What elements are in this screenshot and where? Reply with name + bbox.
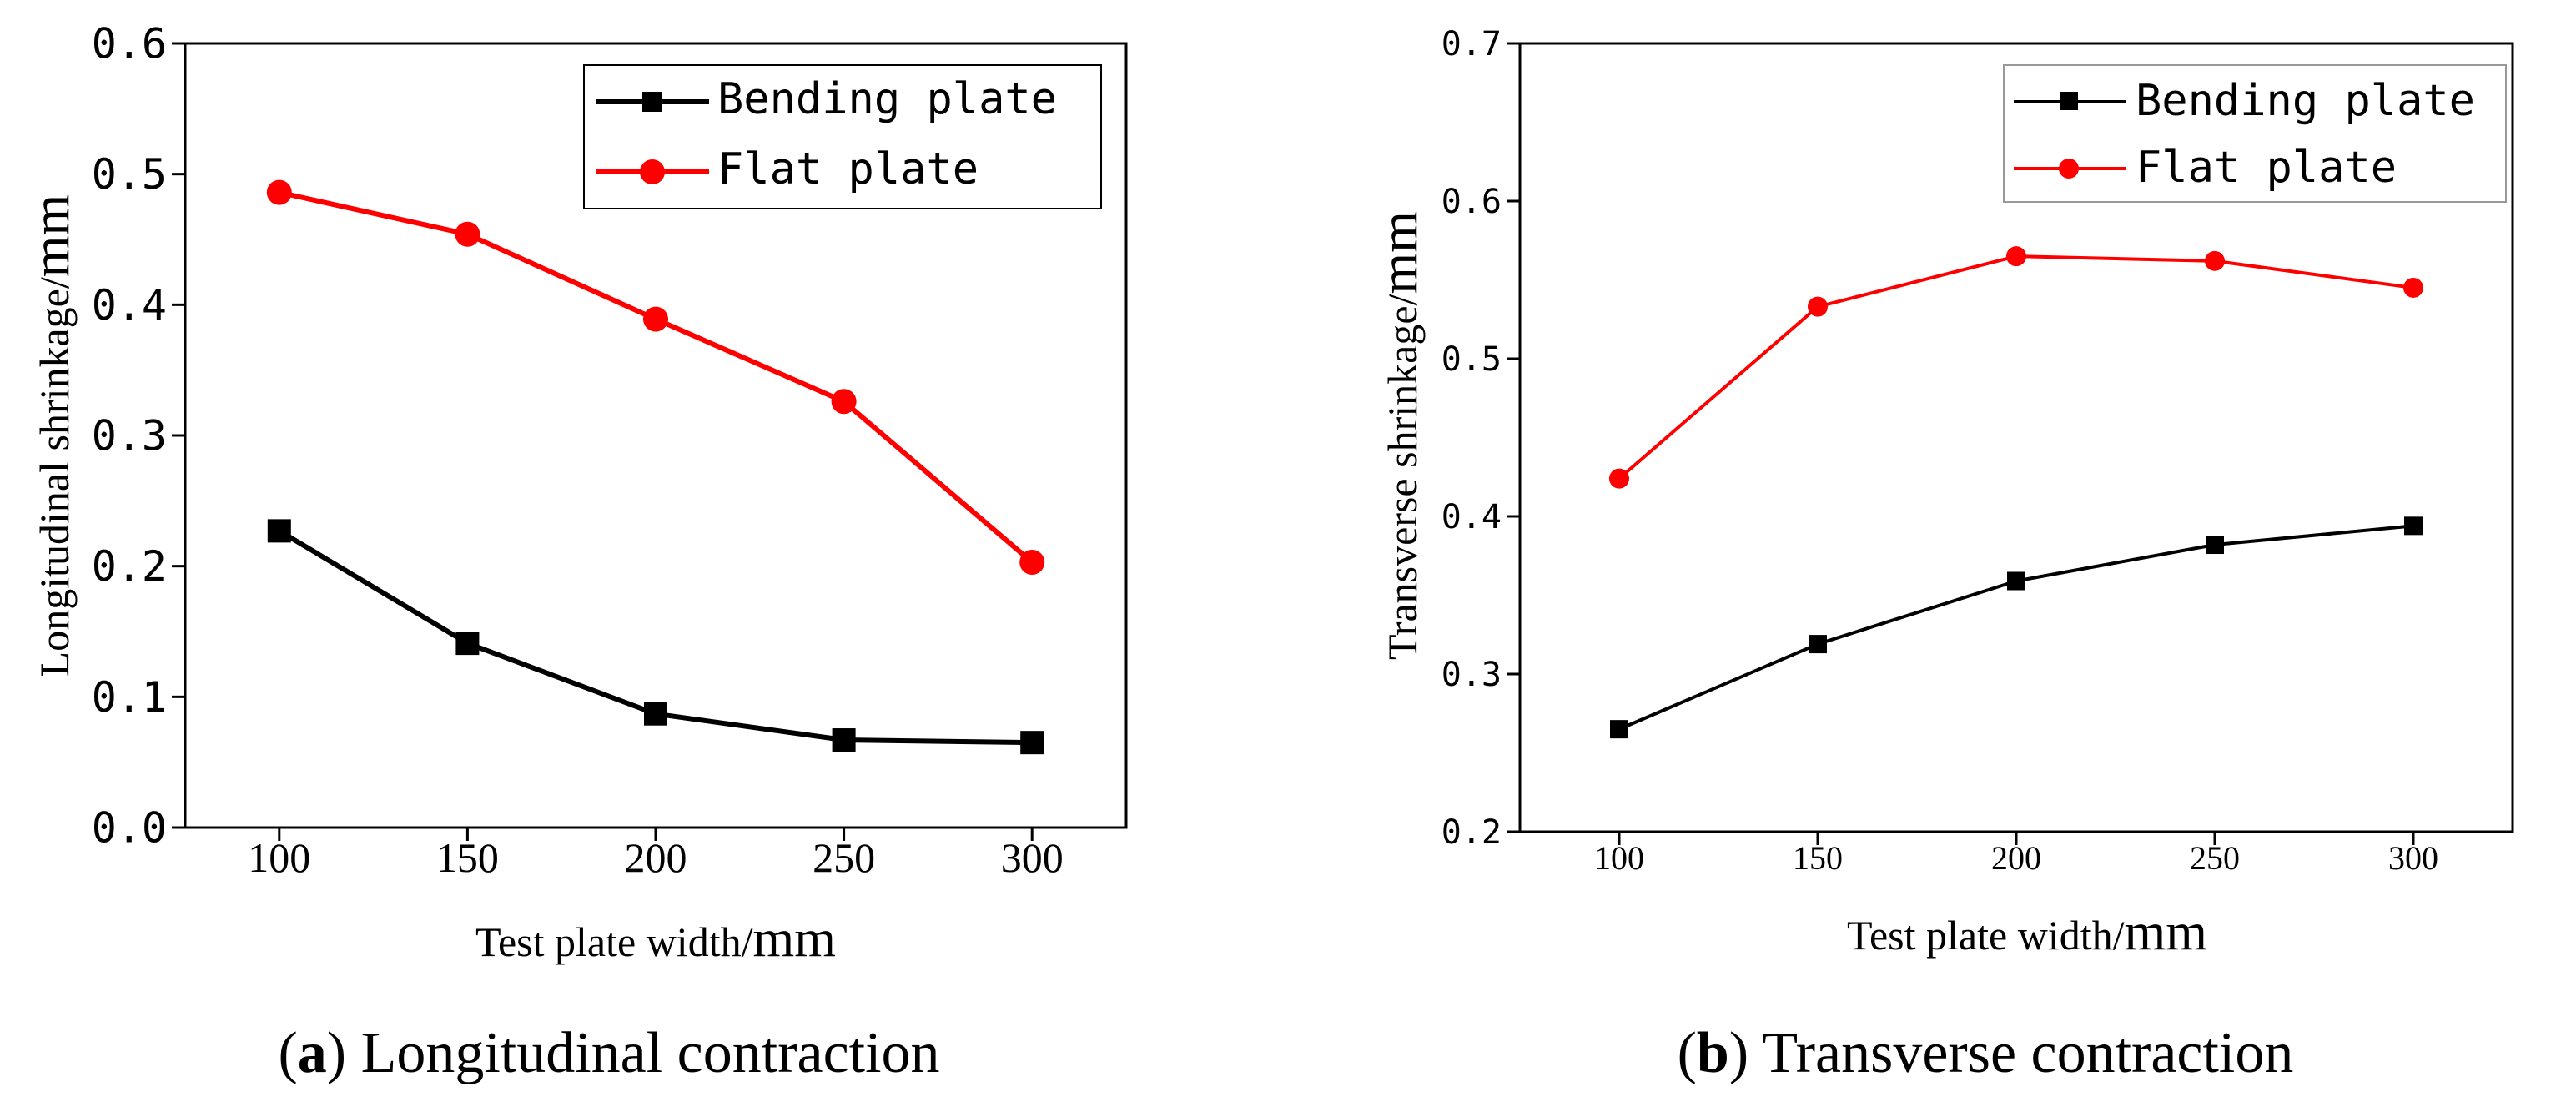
panel-b-x-tick-label: 250	[2190, 839, 2240, 877]
panel-b-x-axis-label-unit: mm	[2124, 902, 2207, 961]
panel-b-point-flat-plate	[2006, 246, 2026, 267]
panel-b-legend-marker-bending	[2060, 92, 2078, 110]
panel-a-series	[266, 179, 1045, 755]
panel-b-y-tick-label: 0.4	[1441, 498, 1502, 536]
panel-b-point-flat-plate	[2205, 250, 2225, 271]
panel-a-x-tick-label: 300	[1001, 834, 1064, 881]
panel-a-caption-label: a	[298, 1021, 327, 1085]
panel-a-caption-text: Longitudinal contraction	[361, 1021, 940, 1085]
panel-b-x-tick-label: 200	[1991, 839, 2041, 877]
panel-b-y-tick-label: 0.5	[1441, 340, 1502, 379]
panel-b-y-axis-label: Transverse shrinkage/mm	[1369, 211, 1428, 660]
panel-a-point-bending-plate	[267, 519, 291, 543]
panel-a-y-axis-label-main: Longitudinal shrinkage/	[31, 277, 78, 677]
panel-b-point-flat-plate	[2403, 277, 2423, 298]
panel-a-y-tick-label: 0.6	[92, 20, 167, 68]
panel-a-x-axis-label-unit: mm	[752, 908, 836, 968]
panel-b-ticks: 100 150 200 250 300 0.2 0.3 0.4 0.5 0.6 0.7	[1441, 25, 2438, 877]
panel-a-point-flat-plate	[1019, 549, 1045, 575]
panel-b-y-axis-label-unit: mm	[1369, 211, 1428, 294]
panel-a-point-flat-plate	[831, 389, 857, 415]
panel-b-point-bending-plate	[1610, 720, 1628, 739]
panel-b-x-tick-label: 150	[1793, 839, 1843, 877]
panel-a-x-tick-label: 200	[625, 834, 687, 881]
panel-b-caption-text: Transverse contraction	[1762, 1021, 2293, 1085]
panel-a-legend-marker-bending	[642, 92, 662, 112]
panel-b-x-axis-label-main: Test plate width/	[1847, 912, 2125, 959]
panel-a-point-flat-plate	[455, 221, 480, 247]
panel-a-ticks: 100 150 200 250 300 0.0 0.1 0.2 0.3 0.4 0.5 0.6	[92, 20, 1064, 882]
panel-b-point-bending-plate	[2206, 536, 2224, 555]
panel-b-transverse: 100 150 200 250 300 0.2 0.3 0.4 0.5 0.6 0.7 Bendin…	[1369, 25, 2514, 1085]
panel-a-legend-label-bending: Bending plate	[717, 74, 1057, 124]
panel-b-legend-label-flat: Flat plate	[2136, 143, 2397, 193]
panel-a-point-bending-plate	[1020, 731, 1044, 755]
panel-a-point-bending-plate	[455, 632, 480, 656]
panel-a-longitudinal: 100 150 200 250 300 0.0 0.1 0.2 0.3 0.4 0.5 0.6 Ben…	[21, 20, 1128, 1085]
panel-b-y-tick-label: 0.7	[1441, 25, 1502, 63]
panel-a-y-tick-label: 0.0	[92, 804, 167, 853]
panel-a-legend-box	[583, 64, 1102, 209]
panel-b-legend: Bending plate Flat plate	[2003, 64, 2507, 203]
panel-a-y-axis-label-unit: mm	[21, 194, 80, 278]
panel-a-point-flat-plate	[643, 306, 668, 332]
panel-b-x-tick-label: 100	[1594, 839, 1644, 877]
panel-a-point-bending-plate	[644, 702, 667, 726]
panel-a-point-bending-plate	[832, 728, 856, 752]
panel-b-point-bending-plate	[2404, 516, 2423, 536]
panel-b-point-bending-plate	[1809, 635, 1827, 654]
panel-b-y-tick-label: 0.3	[1441, 656, 1502, 694]
panel-a-x-axis-label: Test plate width/mm	[475, 908, 836, 968]
panel-b-series	[1609, 246, 2423, 739]
panel-a-legend-label-flat: Flat plate	[717, 144, 979, 194]
panel-a-point-flat-plate	[266, 179, 292, 205]
panel-a-x-tick-label: 100	[248, 834, 310, 881]
panel-a-y-tick-label: 0.2	[92, 542, 167, 591]
panel-b-caption: (b) Transverse contraction	[1678, 1021, 2294, 1085]
panel-b-legend-label-bending: Bending plate	[2136, 76, 2475, 126]
panel-b-x-axis-label: Test plate width/mm	[1847, 902, 2207, 961]
panel-b-caption-label: b	[1697, 1021, 1729, 1085]
panel-a-y-tick-label: 0.1	[92, 673, 167, 722]
panel-a-x-axis-label-main: Test plate width/	[475, 918, 753, 965]
panel-b-legend-marker-flat	[2059, 159, 2079, 179]
panel-b-point-bending-plate	[2007, 571, 2025, 591]
panel-a-legend-marker-flat	[640, 159, 665, 184]
panel-a-caption: (a) Longitudinal contraction	[278, 1021, 939, 1085]
panel-b-point-flat-plate	[1808, 296, 1828, 317]
panel-b-point-flat-plate	[1609, 468, 1629, 489]
panel-a-y-tick-label: 0.3	[92, 412, 167, 460]
panel-a-x-tick-label: 250	[813, 834, 875, 881]
panel-b-x-tick-label: 300	[2388, 839, 2438, 877]
panel-a-x-tick-label: 150	[436, 834, 499, 881]
panel-b-y-tick-label: 0.6	[1441, 183, 1502, 221]
panel-a-y-axis-label: Longitudinal shrinkage/mm	[21, 194, 80, 677]
panel-a-legend: Bending plate Flat plate	[583, 64, 1102, 209]
panel-b-y-axis-label-main: Transverse shrinkage/	[1379, 294, 1426, 659]
panel-a-y-tick-label: 0.4	[92, 281, 167, 330]
panel-a-y-tick-label: 0.5	[92, 150, 167, 199]
panel-b-legend-box	[2003, 64, 2507, 203]
panel-b-y-tick-label: 0.2	[1441, 813, 1502, 852]
